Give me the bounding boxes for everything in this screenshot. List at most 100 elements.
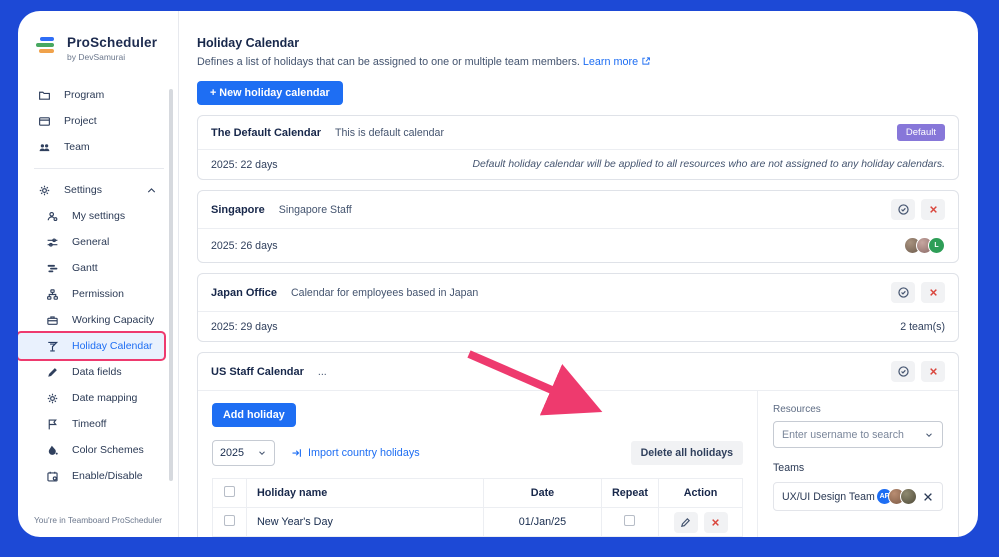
import-country-holidays-link[interactable]: Import country holidays — [291, 447, 420, 459]
paint-icon — [48, 445, 58, 455]
user-gear-icon — [47, 211, 58, 221]
holiday-name-cell: New Year's Day — [246, 507, 484, 537]
avatar — [900, 488, 917, 505]
check-circle-icon — [897, 204, 909, 215]
calendar-gear-icon — [47, 471, 58, 481]
sidebar-item-team[interactable]: Team — [18, 134, 164, 160]
page-description-text: Defines a list of holidays that can be a… — [197, 56, 580, 68]
x-icon — [929, 289, 937, 296]
sidebar-item-holiday-calendar[interactable]: Holiday Calendar — [18, 333, 164, 359]
calendar-card-japan: Japan Office Calendar for employees base… — [197, 273, 959, 342]
remove-team-button[interactable] — [922, 491, 934, 503]
sidebar-item-label: Program — [64, 89, 105, 101]
sidebar-item-label: Team — [64, 141, 90, 153]
delete-calendar-button[interactable] — [921, 282, 945, 303]
page-description: Defines a list of holidays that can be a… — [197, 56, 959, 68]
resources-label: Resources — [773, 404, 821, 415]
main-content: Holiday Calendar Defines a list of holid… — [179, 11, 978, 537]
sidebar-item-my-settings[interactable]: My settings — [18, 203, 164, 229]
chevron-down-icon — [259, 451, 265, 455]
gear-icon — [47, 393, 58, 403]
external-link-icon — [641, 56, 651, 68]
sidebar-item-enable-disable[interactable]: Enable/Disable — [18, 463, 164, 489]
calendar-card-singapore: Singapore Singapore Staff 2025: 26 days … — [197, 190, 959, 263]
repeat-checkbox[interactable] — [624, 515, 636, 526]
year-select[interactable]: 2025 — [212, 440, 275, 466]
calendar-days: 2025: 29 days — [211, 320, 278, 333]
window-icon — [39, 116, 50, 126]
sidebar-item-permission[interactable]: Permission — [18, 281, 164, 307]
set-default-button[interactable] — [891, 361, 915, 382]
app-logo: ProScheduler by DevSamurai — [18, 35, 178, 62]
sidebar-item-label: General — [72, 236, 110, 248]
sidebar-item-label: Timeoff — [72, 418, 107, 430]
flag-icon — [48, 418, 57, 429]
sidebar-item-gantt[interactable]: Gantt — [18, 255, 164, 281]
default-calendar-note: Default holiday calendar will be applied… — [472, 159, 945, 170]
sidebar-item-timeoff[interactable]: Timeoff — [18, 411, 164, 437]
holiday-date-cell: 09/Jan/25 — [482, 536, 602, 537]
sidebar-item-data-fields[interactable]: Data fields — [18, 359, 164, 385]
app-window: ProScheduler by DevSamurai Program Proje… — [18, 11, 978, 537]
sidebar-item-working-capacity[interactable]: Working Capacity — [18, 307, 164, 333]
calendar-name: Japan Office — [211, 286, 278, 299]
calendar-description: ... — [317, 365, 327, 378]
row-checkbox[interactable] — [224, 515, 235, 526]
learn-more-link[interactable]: Learn more — [582, 56, 639, 68]
chevron-up-icon[interactable] — [145, 184, 158, 197]
column-header-action: Action — [658, 478, 743, 508]
calendar-name: Singapore — [211, 203, 265, 216]
pencil-icon — [680, 517, 691, 527]
edit-holiday-button[interactable] — [673, 511, 698, 533]
app-byline: by DevSamurai — [67, 52, 126, 62]
calendar-card-us-staff: US Staff Calendar ... Add holiday 2025 — [197, 352, 959, 537]
briefcase-icon — [47, 315, 58, 325]
chevron-down-icon — [926, 432, 932, 437]
sidebar-item-label: Permission — [72, 288, 124, 300]
set-default-button[interactable] — [891, 199, 915, 220]
pencil-icon — [48, 367, 57, 377]
delete-calendar-button[interactable] — [921, 361, 945, 382]
avatar: L — [928, 237, 945, 254]
sidebar-item-label: My settings — [72, 210, 126, 222]
import-link-label: Import country holidays — [308, 447, 420, 459]
sidebar-scrollbar[interactable] — [169, 89, 173, 481]
year-select-value: 2025 — [220, 447, 245, 459]
resources-placeholder: Enter username to search — [782, 428, 904, 441]
delete-calendar-button[interactable] — [921, 199, 945, 220]
select-all-checkbox[interactable] — [224, 486, 235, 497]
calendar-description: Calendar for employees based in Japan — [291, 286, 479, 299]
hierarchy-icon — [47, 288, 58, 300]
new-holiday-calendar-button[interactable]: + New holiday calendar — [197, 81, 343, 105]
column-header-holiday-name: Holiday name — [246, 478, 484, 508]
x-icon — [924, 492, 932, 501]
holiday-date-cell: 01/Jan/25 — [482, 507, 602, 537]
app-name: ProScheduler — [67, 35, 158, 50]
settings-label: Settings — [64, 184, 102, 196]
import-icon — [292, 449, 301, 457]
resources-search-select[interactable]: Enter username to search — [773, 421, 943, 448]
assigned-avatars: L — [904, 237, 945, 254]
sidebar-item-general[interactable]: General — [18, 229, 164, 255]
x-icon — [712, 518, 719, 526]
delete-all-holidays-button[interactable]: Delete all holidays — [630, 441, 743, 465]
sidebar-item-label: Working Capacity — [72, 314, 155, 326]
teams-count: 2 team(s) — [900, 320, 945, 333]
sidebar-footer-text: You're in Teamboard ProScheduler — [34, 515, 162, 525]
sidebar-section-settings[interactable]: Settings — [18, 177, 164, 203]
sidebar-item-label: Date mapping — [72, 392, 138, 404]
page-title: Holiday Calendar — [197, 36, 300, 50]
column-header-date: Date — [482, 478, 602, 508]
sidebar-item-project[interactable]: Project — [18, 108, 164, 134]
sidebar-item-program[interactable]: Program — [18, 82, 164, 108]
assignment-panel: Resources Enter username to search Teams… — [757, 391, 958, 537]
calendar-name: The Default Calendar — [211, 126, 322, 139]
add-holiday-button[interactable]: Add holiday — [212, 403, 296, 427]
calendar-name: US Staff Calendar — [211, 365, 304, 378]
calendar-description: This is default calendar — [335, 126, 444, 139]
sidebar-item-color-schemes[interactable]: Color Schemes — [18, 437, 164, 463]
sidebar-item-date-mapping[interactable]: Date mapping — [18, 385, 164, 411]
check-circle-icon — [897, 366, 909, 377]
delete-holiday-button[interactable] — [703, 511, 728, 533]
set-default-button[interactable] — [891, 282, 915, 303]
